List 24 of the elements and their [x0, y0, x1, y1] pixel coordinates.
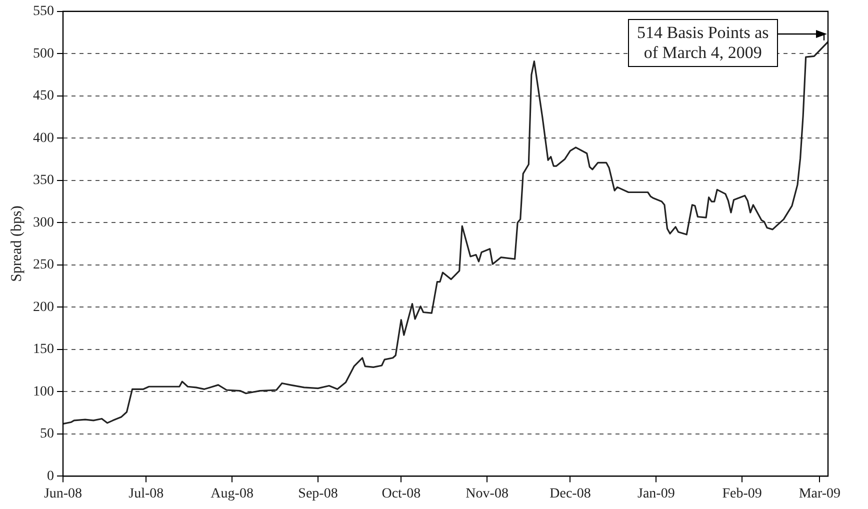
- x-tick-label: Jun-08: [44, 486, 82, 502]
- y-tick-label: 150: [33, 342, 54, 358]
- x-tick-label: Jan-09: [637, 486, 675, 502]
- x-tick-label: Aug-08: [210, 486, 254, 502]
- y-tick-label: 500: [33, 46, 54, 62]
- x-tick-label: Dec-08: [550, 486, 591, 502]
- y-tick-label: 50: [40, 426, 54, 442]
- y-tick-label: 400: [33, 130, 54, 146]
- y-tick-label: 250: [33, 258, 54, 273]
- y-tick-label: 450: [33, 88, 54, 104]
- x-tick-label: Feb-09: [722, 486, 762, 502]
- y-tick-label: 300: [33, 215, 54, 230]
- y-tick-label: 200: [33, 300, 54, 315]
- y-tick-label: 100: [33, 384, 54, 400]
- y-tick-label: 350: [33, 173, 54, 188]
- x-tick-label: Oct-08: [382, 486, 421, 502]
- y-axis-title: Spread (bps): [8, 206, 25, 282]
- x-tick-label: Nov-08: [466, 486, 508, 502]
- x-tick-label: Jul-08: [128, 486, 164, 502]
- x-tick-label: Mar-09: [798, 486, 841, 502]
- y-tick-label: 0: [47, 468, 54, 484]
- y-tick-label: 550: [33, 4, 54, 20]
- x-tick-label: Sep-08: [298, 486, 338, 502]
- annotation: 514 Basis Points as of March 4, 2009: [628, 19, 778, 68]
